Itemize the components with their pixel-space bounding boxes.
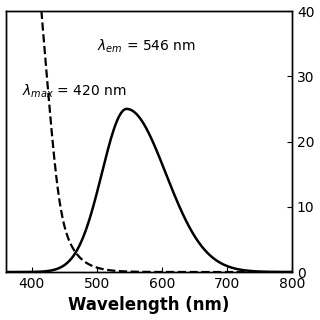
Text: $\lambda_{em}$ = 546 nm: $\lambda_{em}$ = 546 nm — [97, 37, 196, 55]
Text: $\lambda_{max}$ = 420 nm: $\lambda_{max}$ = 420 nm — [22, 83, 127, 100]
X-axis label: Wavelength (nm): Wavelength (nm) — [68, 296, 229, 315]
